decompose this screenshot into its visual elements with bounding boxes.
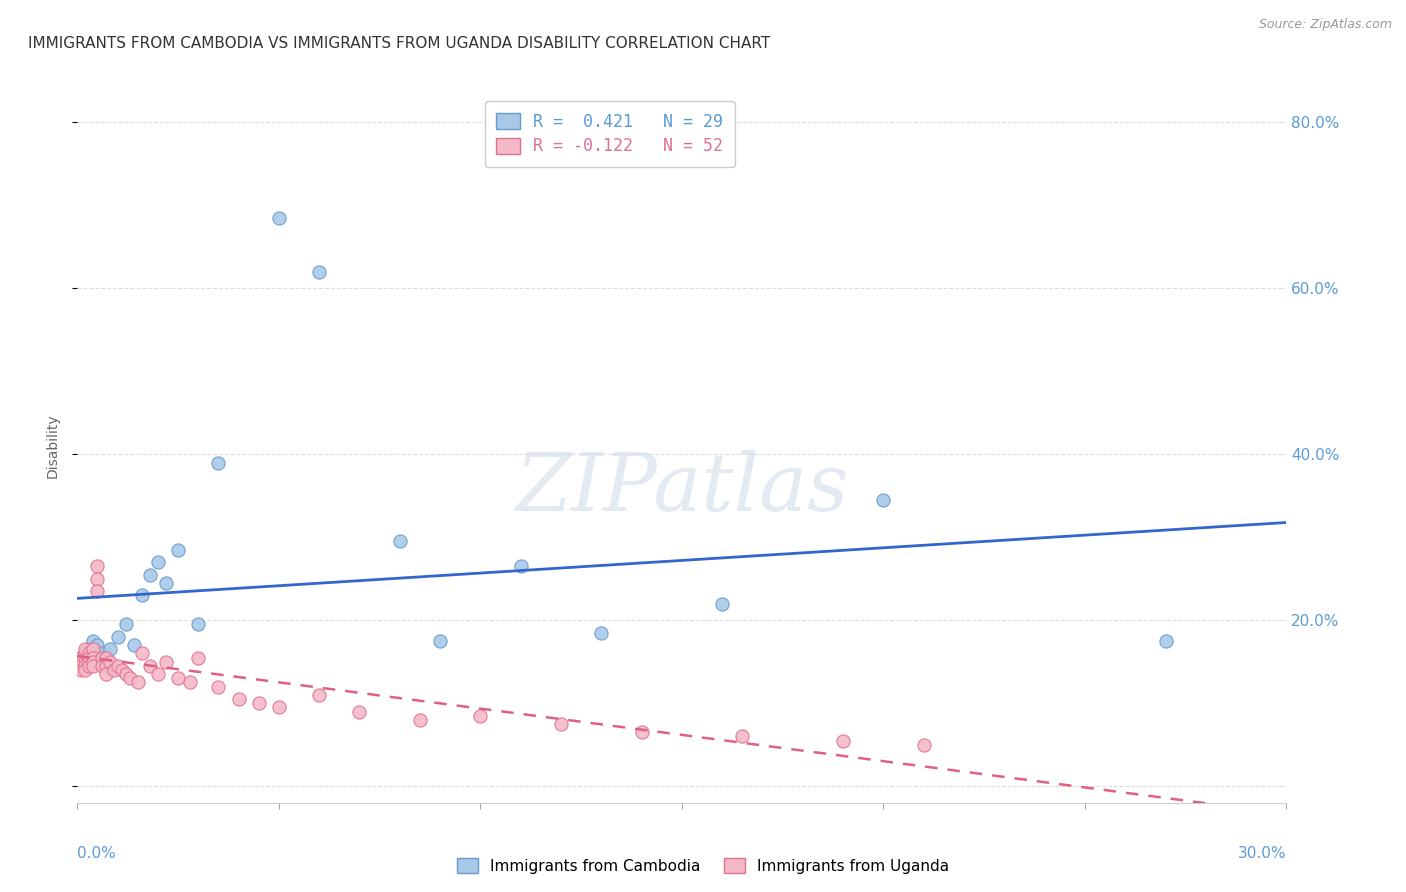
Text: 0.0%: 0.0%: [77, 846, 117, 861]
Point: [82, 655, 104, 669]
Point: [75, 642, 97, 657]
Point: [86, 638, 108, 652]
Point: [75, 663, 97, 677]
Point: [75, 655, 97, 669]
Point: [86, 559, 108, 574]
Point: [79, 642, 101, 657]
Point: [630, 725, 652, 739]
Legend: Immigrants from Cambodia, Immigrants from Uganda: Immigrants from Cambodia, Immigrants fro…: [450, 852, 956, 880]
Point: [591, 625, 613, 640]
Point: [94, 650, 117, 665]
Point: [98, 642, 121, 657]
Text: 30.0%: 30.0%: [1239, 846, 1286, 861]
Point: [94, 650, 117, 665]
Point: [70, 650, 93, 665]
Point: [114, 667, 136, 681]
Point: [187, 617, 209, 632]
Text: ZIPatlas: ZIPatlas: [515, 450, 849, 527]
Point: [70, 650, 93, 665]
Point: [90, 647, 112, 661]
Point: [82, 659, 104, 673]
Point: [75, 659, 97, 673]
Point: [86, 650, 108, 665]
Point: [550, 717, 572, 731]
Point: [187, 650, 209, 665]
Point: [82, 642, 104, 657]
Point: [79, 650, 101, 665]
Point: [79, 655, 101, 669]
Point: [228, 692, 250, 706]
Point: [832, 733, 855, 747]
Point: [207, 456, 229, 470]
Point: [146, 555, 169, 569]
Point: [155, 655, 177, 669]
Point: [94, 667, 117, 681]
Point: [509, 559, 531, 574]
Point: [107, 659, 129, 673]
Point: [139, 659, 162, 673]
Point: [731, 730, 754, 744]
Point: [207, 680, 229, 694]
Point: [70, 659, 93, 673]
Point: [107, 630, 129, 644]
Point: [131, 647, 153, 661]
Point: [118, 671, 141, 685]
Point: [872, 492, 894, 507]
Point: [155, 575, 177, 590]
Point: [308, 688, 330, 702]
Text: Source: ZipAtlas.com: Source: ZipAtlas.com: [1258, 18, 1392, 31]
Point: [1154, 634, 1177, 648]
Y-axis label: Disability: Disability: [45, 414, 59, 478]
Point: [429, 634, 451, 648]
Point: [98, 655, 121, 669]
Point: [82, 650, 104, 665]
Point: [82, 634, 104, 648]
Point: [75, 647, 97, 661]
Point: [179, 675, 201, 690]
Point: [122, 638, 145, 652]
Text: IMMIGRANTS FROM CAMBODIA VS IMMIGRANTS FROM UGANDA DISABILITY CORRELATION CHART: IMMIGRANTS FROM CAMBODIA VS IMMIGRANTS F…: [28, 36, 770, 51]
Point: [470, 708, 492, 723]
Point: [267, 211, 290, 225]
Point: [86, 584, 108, 599]
Point: [94, 659, 117, 673]
Point: [388, 534, 411, 549]
Point: [86, 572, 108, 586]
Point: [79, 647, 101, 661]
Point: [75, 650, 97, 665]
Point: [308, 265, 330, 279]
Point: [267, 700, 290, 714]
Point: [349, 705, 371, 719]
Point: [711, 597, 734, 611]
Point: [131, 588, 153, 602]
Point: [127, 675, 149, 690]
Point: [70, 663, 93, 677]
Point: [75, 647, 97, 661]
Point: [247, 696, 270, 710]
Point: [139, 567, 162, 582]
Point: [79, 659, 101, 673]
Point: [90, 650, 112, 665]
Point: [167, 542, 190, 557]
Point: [167, 671, 190, 685]
Point: [90, 659, 112, 673]
Point: [114, 617, 136, 632]
Point: [103, 663, 125, 677]
Point: [111, 663, 134, 677]
Point: [146, 667, 169, 681]
Point: [70, 655, 93, 669]
Point: [409, 713, 432, 727]
Legend: R =  0.421   N = 29, R = -0.122   N = 52: R = 0.421 N = 29, R = -0.122 N = 52: [485, 101, 735, 167]
Point: [912, 738, 935, 752]
